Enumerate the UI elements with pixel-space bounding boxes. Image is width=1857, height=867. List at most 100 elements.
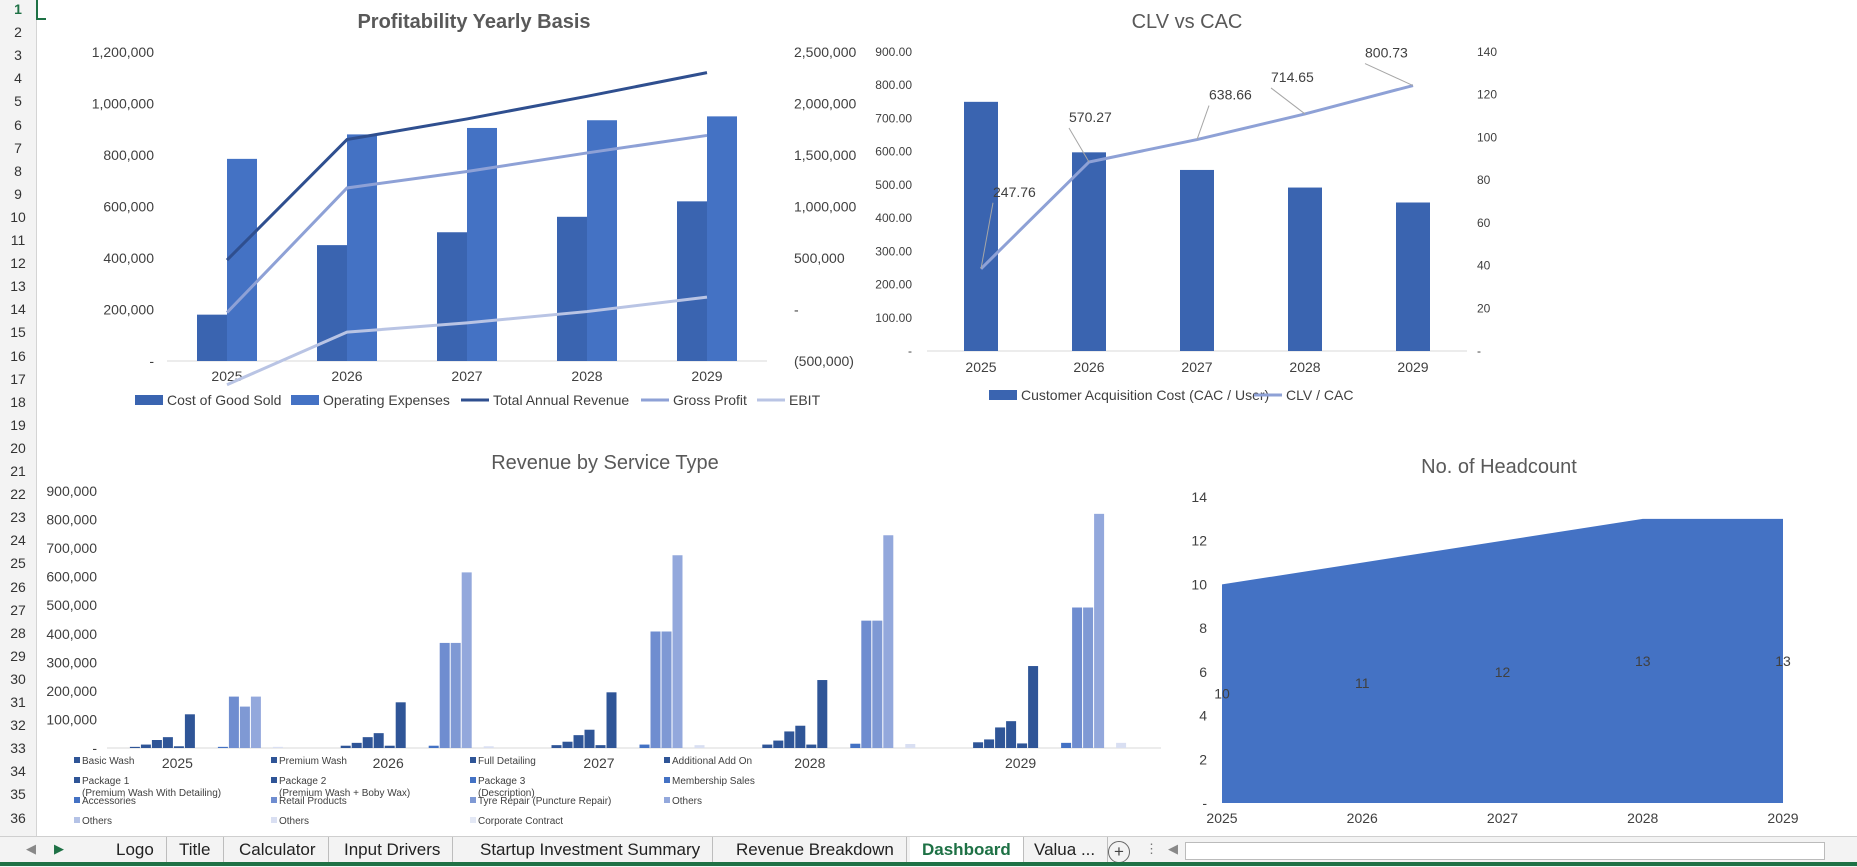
data-label: 714.65 [1271,69,1314,85]
sheet-tab[interactable]: Revenue Breakdown [724,837,907,865]
bar [151,740,162,748]
y-left-tick-label: - [908,344,912,358]
legend-label: Accessories [82,796,136,807]
bar [1180,169,1214,351]
scroll-left-icon[interactable]: ◀ [26,841,36,856]
row-number: 15 [10,324,26,341]
y-right-tick-label: - [1477,344,1481,358]
row-number: 30 [10,670,26,687]
data-label: 13 [1635,653,1651,669]
row-number: 14 [10,301,26,318]
profitability-chart[interactable]: Profitability Yearly Basis - 200,000 400,00… [57,0,867,425]
revenue-by-service-chart[interactable]: Revenue by Service Type - 100,000 200,000 30… [37,440,1207,835]
bar [1072,152,1106,351]
legend-swatch [470,817,476,823]
scroll-right-icon[interactable]: ▶ [54,841,64,856]
row-number: 32 [10,717,26,734]
bar [1094,513,1105,748]
x-tick-label: 2026 [1347,810,1378,826]
headcount-chart[interactable]: No. of Headcount - 2 4 6 8 10 12 14 2025 2026 2027 2… [1187,440,1827,835]
x-tick-label: 2028 [794,755,825,771]
y-tick-label: 100,000 [46,711,97,727]
row-number: 29 [10,647,26,664]
bar [672,555,683,748]
sheet-tab[interactable]: Dashboard [910,837,1024,865]
add-sheet-icon[interactable]: + [1108,841,1130,863]
sheet-tab[interactable]: Startup Investment Summary [468,837,714,865]
bar [639,744,650,748]
row-number: 16 [10,347,26,364]
hscroll-left-icon[interactable]: ◀ [1168,841,1178,856]
bar [762,744,773,748]
y-left-tick-label: 100.00 [875,311,912,325]
horizontal-scrollbar[interactable] [1185,842,1825,860]
y-left-tick-label: - [149,353,154,369]
legend-label: Retail Products [279,796,347,807]
row-number: 36 [10,809,26,826]
legend-swatch [470,777,476,783]
y-tick-label: 8 [1199,620,1207,636]
bar [173,746,184,748]
y-left-tick-label: 400.00 [875,211,912,225]
bar [795,725,806,748]
bar [239,706,250,748]
legend-swatch [74,797,80,803]
y-left-tick-label: 1,000,000 [92,96,154,112]
series-line [225,133,708,314]
bar [437,232,467,361]
y-tick-label: 10 [1191,576,1207,592]
y-tick-label: 12 [1191,533,1207,549]
y-tick-label: 6 [1199,664,1207,680]
y-tick-label: - [1202,795,1207,811]
data-label-leader [1196,105,1210,140]
y-tick-label: 800,000 [46,512,97,528]
chart-title: Revenue by Service Type [491,452,719,474]
data-label-leader [1068,127,1090,163]
x-tick-label: 2026 [373,755,404,771]
bar [694,745,705,748]
y-tick-label: 14 [1191,489,1207,505]
legend-label: Customer Acquisition Cost (CAC / User) [1021,387,1269,403]
bar [428,745,439,748]
legend-label: Package 1 [82,776,130,787]
y-right-tick-label: 100 [1477,130,1497,144]
bar [973,742,984,748]
legend-label: Package 3 [478,776,526,787]
x-tick-label: 2028 [1627,810,1658,826]
series-line [225,71,708,262]
legend-label: Cost of Good Sold [167,392,281,408]
legend-swatch [664,797,670,803]
bar [140,744,151,748]
bar [883,535,894,748]
y-left-tick-label: 500.00 [875,178,912,192]
bar [1396,202,1430,351]
bar [461,572,472,748]
data-label: 247.76 [993,184,1036,200]
row-number: 35 [10,786,26,803]
clv-vs-cac-chart[interactable]: CLV vs CAC - 100.00 200.00 300.00 400.00 500.0… [827,0,1547,425]
bar [1116,742,1127,748]
bar [661,631,672,748]
legend-swatch [74,817,80,823]
sheet-tab[interactable]: Logo [104,837,167,865]
sheet-tab[interactable]: Input Drivers [332,837,454,865]
row-number: 3 [14,47,22,64]
row-number: 25 [10,555,26,572]
bar [1061,742,1072,748]
x-tick-label: 2025 [162,755,193,771]
chart-title: No. of Headcount [1421,456,1577,478]
row-number: 34 [10,763,26,780]
bar [483,746,494,748]
bar [395,702,406,748]
more-options-icon[interactable]: ⋮ [1145,841,1158,856]
bar [551,745,562,748]
y-right-tick-label: 80 [1477,173,1491,187]
sheet-tab[interactable]: Title [167,837,224,865]
sheet-tab[interactable]: Valua ... [1022,837,1109,865]
sheet-tab[interactable]: Calculator [227,837,329,865]
y-tick-label: 200,000 [46,683,97,699]
legend-label: Premium Wash [279,756,347,767]
legend-swatch [271,777,277,783]
y-left-tick-label: 1,200,000 [92,44,154,60]
active-cell-indicator[interactable] [36,0,46,20]
